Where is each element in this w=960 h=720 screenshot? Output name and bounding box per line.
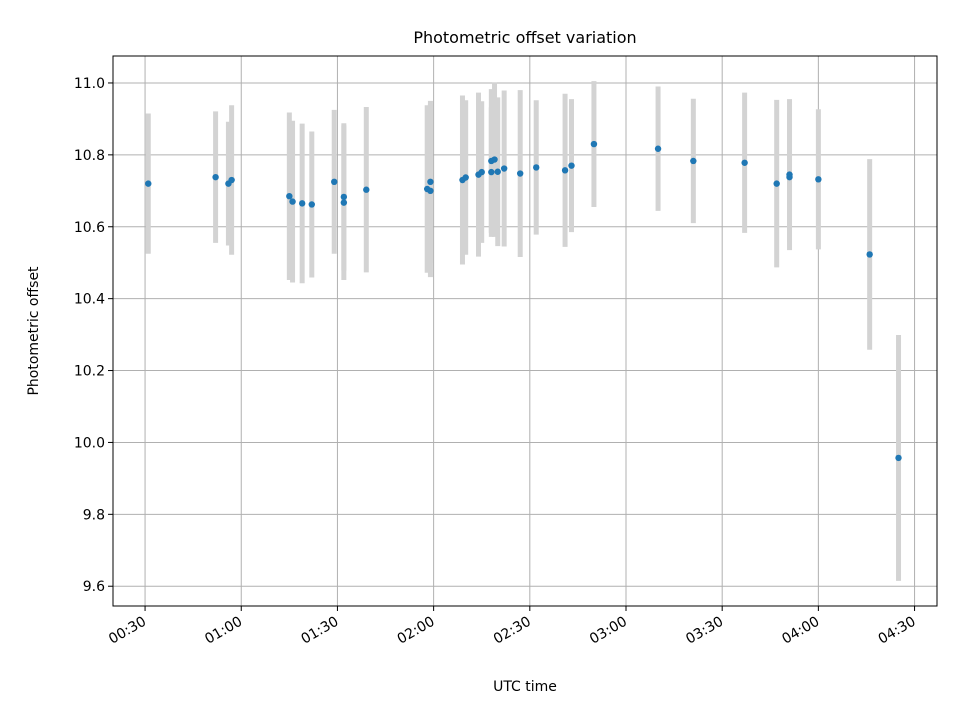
plot-frame — [112, 55, 938, 607]
data-point — [561, 167, 569, 174]
data-point — [568, 162, 575, 169]
data-point — [494, 168, 501, 175]
x-axis-label: UTC time — [493, 679, 557, 695]
data-point — [815, 176, 822, 183]
chart-title: Photometric offset variation — [413, 28, 636, 47]
data-point — [228, 176, 235, 184]
y-tick-label: 11.0 — [74, 76, 105, 92]
data-point — [895, 454, 902, 462]
y-tick-label: 9.6 — [83, 579, 105, 595]
data-point — [289, 198, 296, 205]
data-point — [427, 187, 434, 195]
data-point — [286, 192, 293, 200]
data-point — [690, 157, 697, 165]
data-point — [478, 168, 485, 176]
data-point — [654, 145, 662, 152]
data-point — [331, 178, 338, 186]
y-tick-label: 10.8 — [74, 148, 105, 164]
data-point — [340, 193, 348, 201]
data-point — [145, 180, 152, 187]
y-tick-label: 10.6 — [74, 220, 105, 236]
y-axis-ticks: 9.6 9.8 10.0 10.2 10.4 10.6 10.8 11.0 — [74, 76, 113, 595]
data-point — [590, 140, 598, 148]
y-tick-label: 10.4 — [74, 292, 105, 308]
y-tick-label: 10.2 — [74, 364, 105, 380]
data-point — [533, 164, 540, 171]
data-point — [462, 174, 469, 181]
data-point — [212, 173, 219, 181]
data-point — [773, 180, 780, 187]
data-point — [488, 168, 495, 176]
y-axis-label: Photometric offset — [26, 266, 42, 396]
data-point — [500, 165, 508, 172]
data-point — [308, 201, 315, 208]
plot-area — [113, 56, 937, 606]
data-point — [427, 178, 434, 186]
data-point — [786, 173, 793, 181]
data-point — [340, 199, 348, 206]
data-point — [866, 251, 873, 258]
y-tick-label: 10.0 — [74, 435, 105, 451]
data-point — [363, 186, 370, 193]
y-tick-label: 9.8 — [83, 507, 105, 523]
data-point — [516, 170, 524, 177]
data-points — [145, 140, 902, 462]
data-point — [491, 156, 498, 163]
data-point — [741, 159, 748, 166]
data-point — [298, 200, 306, 207]
